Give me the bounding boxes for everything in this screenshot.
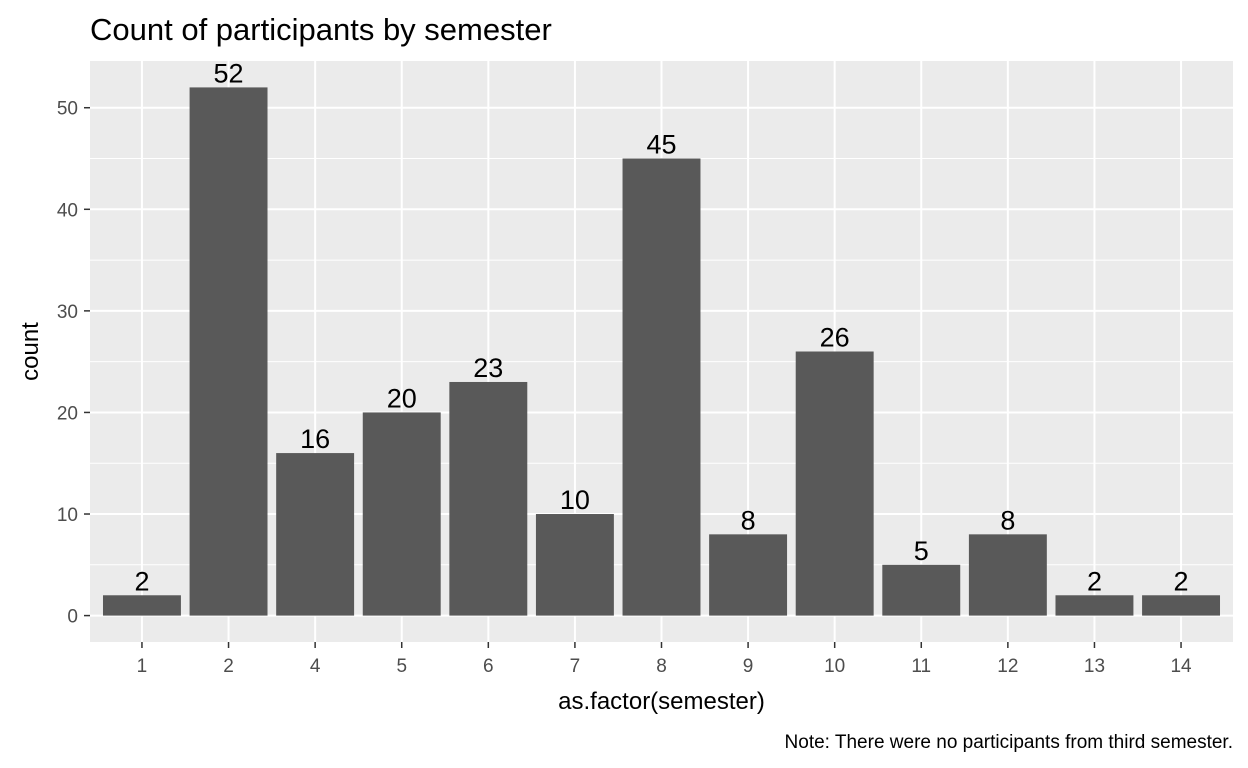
- bar-semester-2: [189, 87, 268, 616]
- y-axis-title: count: [17, 322, 44, 381]
- bar-value-label: 10: [560, 485, 590, 515]
- bar-semester-4: [276, 453, 355, 616]
- bar-value-label: 5: [914, 536, 929, 566]
- x-tick-label: 12: [997, 656, 1018, 677]
- x-tick-label: 4: [310, 656, 321, 677]
- y-tick-label: 20: [57, 403, 78, 424]
- bar-semester-1: [102, 595, 181, 616]
- bar-value-labels: 2 52 16 20 23 10 45 8 26 5 8 2 2: [134, 58, 1188, 596]
- chart-title: Count of participants by semester: [90, 12, 552, 47]
- bar-value-label: 16: [300, 424, 330, 454]
- bars: [102, 87, 1221, 616]
- bar-semester-7: [535, 514, 614, 616]
- chart-caption: Note: There were no participants from th…: [785, 732, 1233, 753]
- bar-value-label: 52: [214, 58, 244, 88]
- bar-semester-5: [362, 412, 441, 616]
- x-tick-label: 10: [824, 656, 845, 677]
- bar-semester-12: [968, 534, 1047, 616]
- x-tick-label: 8: [656, 656, 667, 677]
- bar-semester-9: [709, 534, 788, 616]
- bar-value-label: 8: [1000, 505, 1015, 535]
- bar-semester-14: [1142, 595, 1221, 616]
- x-tick-label: 14: [1170, 656, 1192, 677]
- bar-semester-6: [449, 381, 528, 616]
- bar-value-label: 23: [473, 353, 503, 383]
- x-tick-label: 7: [570, 656, 581, 677]
- y-tick-label: 10: [57, 505, 78, 526]
- y-tick-label: 50: [57, 99, 78, 120]
- x-tick-label: 6: [483, 656, 494, 677]
- bar-value-label: 20: [387, 383, 417, 413]
- bar-semester-11: [882, 564, 961, 616]
- bar-semester-8: [622, 158, 701, 616]
- y-tick-label: 0: [67, 607, 78, 628]
- bar-value-label: 45: [646, 130, 676, 160]
- x-tick-label: 13: [1084, 656, 1105, 677]
- x-axis: 1 2 4 5 6 7 8 9 10 11 12 13 14: [137, 642, 1192, 677]
- bar-value-label: 2: [134, 566, 149, 596]
- bar-value-label: 2: [1174, 566, 1189, 596]
- y-tick-label: 30: [57, 302, 78, 323]
- x-tick-label: 1: [137, 656, 148, 677]
- bar-semester-10: [795, 351, 874, 616]
- y-tick-label: 40: [57, 200, 78, 221]
- x-axis-title: as.factor(semester): [558, 688, 765, 715]
- bar-value-label: 26: [820, 323, 850, 353]
- x-tick-label: 9: [743, 656, 754, 677]
- x-tick-label: 11: [911, 656, 931, 677]
- bar-semester-13: [1055, 595, 1134, 616]
- x-tick-label: 5: [396, 656, 407, 677]
- bar-value-label: 2: [1087, 566, 1102, 596]
- y-axis: 0 10 20 30 40 50: [57, 99, 90, 628]
- bar-value-label: 8: [741, 505, 756, 535]
- x-tick-label: 2: [223, 656, 234, 677]
